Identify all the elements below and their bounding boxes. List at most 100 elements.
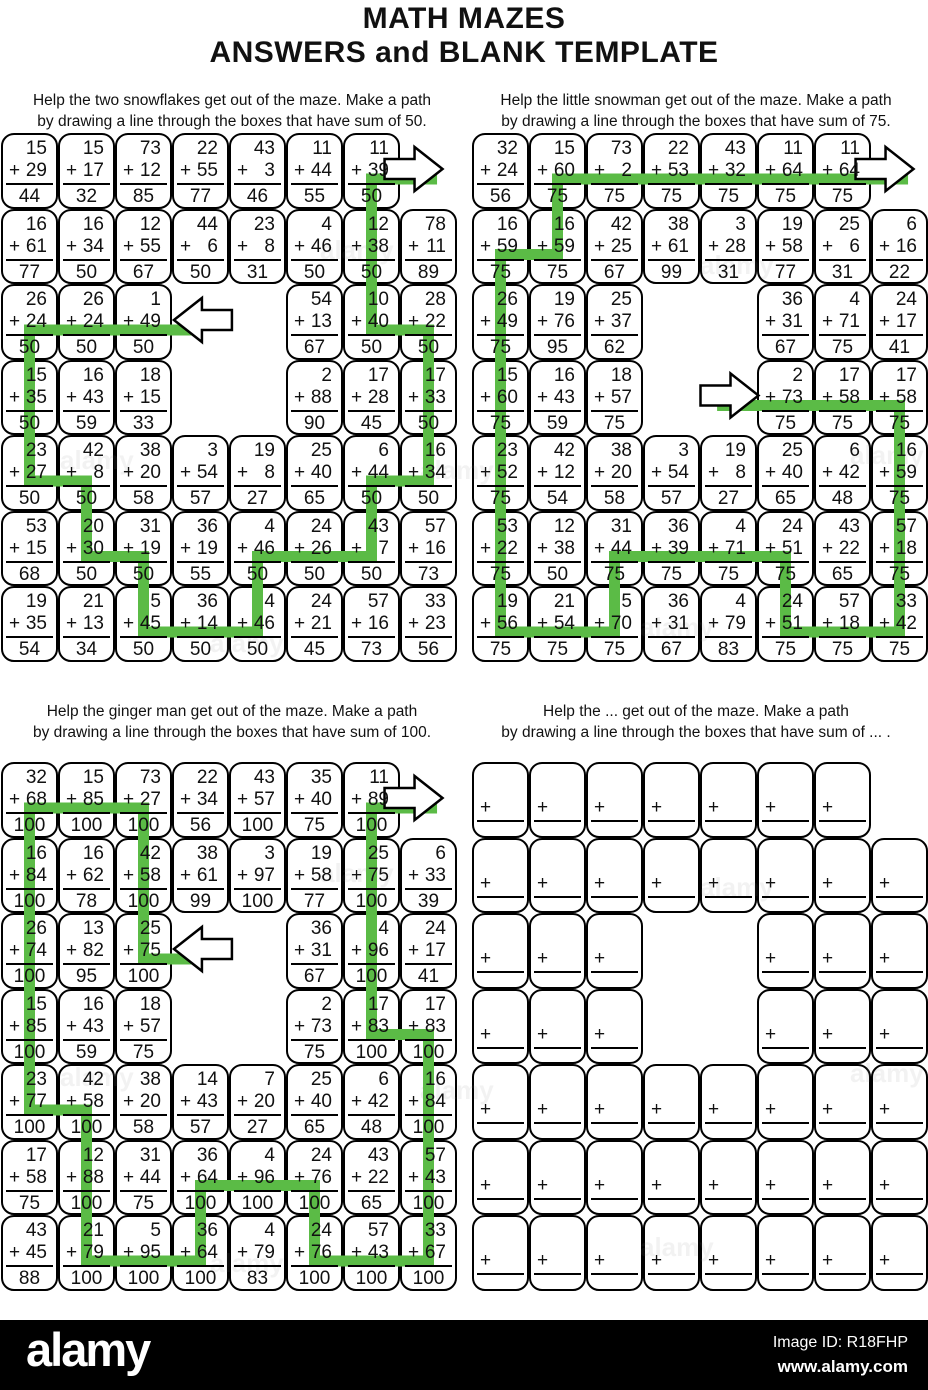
addend-bottom: 54 (553, 613, 575, 634)
maze-cell: 38 +20 58 (115, 1064, 172, 1140)
addend-bottom-row: +88 (60, 1167, 113, 1189)
plus-sign: + (408, 864, 420, 886)
addend-bottom: 42 (367, 1091, 389, 1112)
maze-cell: 31 +44 75 (115, 1139, 172, 1215)
sum-value: 31 (717, 261, 740, 283)
addend-bottom-row: +46 (231, 538, 284, 560)
addend-bottom-row: +44 (588, 538, 641, 560)
addend-bottom-row: +43 (345, 1242, 398, 1264)
addend-bottom: 43 (553, 386, 575, 408)
maze-cell: 16 +61 77 (1, 208, 58, 284)
addend-bottom-row: +61 (645, 236, 698, 258)
maze-cell: 24 +51 75 (757, 586, 814, 662)
maze-cell: 17 +58 75 (871, 359, 928, 435)
addend-top: 57 (424, 515, 446, 537)
addend-top: 17 (367, 364, 389, 386)
plus-sign: + (294, 1015, 306, 1037)
addition-problem: 20 +30 50 (60, 513, 113, 587)
sum-line (534, 1197, 581, 1200)
plus-sign: + (408, 1166, 420, 1188)
sum-line (762, 1046, 809, 1049)
sum-value: 50 (75, 337, 98, 358)
sum-value: 50 (303, 261, 326, 283)
addend-bottom-row: +82 (60, 940, 113, 962)
addition-problem: 36 +64 100 (174, 1217, 227, 1291)
addend-bottom-row: +44 (117, 1167, 170, 1189)
addend-bottom-row: +20 (231, 1091, 284, 1113)
sum-value: 73 (360, 639, 383, 660)
addend-bottom-row: +44 (345, 462, 398, 484)
addition-problem: 16 +62 78 (60, 840, 113, 914)
maze-cell: 17 +33 50 (400, 359, 457, 435)
addition-problem: 6 +33 39 (402, 840, 455, 914)
addend-bottom: 57 (139, 1015, 161, 1037)
addend-top: 42 (82, 440, 104, 461)
sum-value: 65 (303, 1117, 326, 1138)
plus-sign: + (408, 386, 420, 408)
addition-problem: + (816, 797, 869, 822)
maze-cell: 43 +7 50 (343, 510, 400, 586)
addend-top: 57 (424, 1144, 446, 1166)
plus-sign: + (765, 160, 777, 181)
addend-top: 16 (553, 213, 575, 235)
addend-top: 24 (310, 515, 332, 537)
maze-cell: 23 +27 50 (1, 435, 58, 511)
maze-cell: 6 +16 22 (871, 208, 928, 284)
sum-value: 65 (303, 488, 326, 509)
sum-value: 50 (18, 337, 41, 358)
plus-sign: + (879, 537, 891, 559)
addend-bottom-row: +34 (402, 462, 455, 484)
addend-bottom-row: +31 (645, 613, 698, 635)
addition-problem: + (816, 873, 869, 898)
addend-bottom: 61 (667, 235, 689, 257)
addend-bottom-row: +38 (531, 538, 584, 560)
sum-value: 75 (489, 261, 512, 283)
addend-bottom-row: +18 (816, 613, 869, 635)
addition-problem: 15 +85 100 (3, 991, 56, 1065)
maze-cell: + (472, 913, 529, 989)
addend-bottom-row: + (816, 1024, 869, 1046)
sum-value: 48 (360, 1117, 383, 1138)
addend-bottom-row: +20 (588, 462, 641, 484)
caption-line: by drawing a line through the boxes that… (32, 724, 432, 741)
maze-cell: 16 +59 75 (472, 208, 529, 284)
caption-line: by drawing a line through the boxes that… (37, 113, 427, 130)
maze-cell: 2 +88 90 (286, 359, 343, 435)
addend-bottom-row: +71 (816, 311, 869, 333)
addend-bottom-row: +89 (345, 789, 398, 811)
addition-problem: 36 +39 75 (645, 513, 698, 587)
addend-bottom-row: +35 (3, 387, 56, 409)
addend-bottom-row: +42 (345, 1091, 398, 1113)
sum-line (762, 895, 809, 898)
sum-value: 100 (70, 1192, 103, 1214)
addend-bottom-row: +24 (60, 311, 113, 333)
addition-problem: 4 +79 83 (702, 588, 755, 662)
addend-bottom-row: + (873, 1250, 926, 1272)
plus-sign: + (9, 160, 21, 181)
addend-bottom: 58 (82, 1091, 104, 1112)
plus-sign: + (408, 311, 420, 332)
sum-value: 100 (13, 1117, 46, 1138)
maze-cell: 38 +61 99 (643, 208, 700, 284)
sum-value: 75 (831, 337, 854, 358)
maze-caption-blank: Help the ... get out of the maze. Make a… (464, 701, 928, 743)
plus-sign: + (66, 613, 78, 634)
sum-line (819, 1046, 866, 1049)
addition-problem: 38 +61 99 (174, 840, 227, 914)
plus-sign: + (651, 160, 663, 181)
sum-line (819, 1273, 866, 1275)
plus-sign: + (651, 797, 663, 818)
addend-bottom: 84 (25, 864, 47, 886)
addend-bottom: 16 (895, 235, 917, 257)
plus-sign: + (180, 789, 192, 810)
caption-line: Help the ginger man get out of the maze.… (46, 703, 418, 720)
addition-problem: 15 +17 32 (60, 135, 113, 209)
addend-bottom: 51 (781, 537, 803, 559)
plus-sign: + (765, 613, 777, 634)
maze-cell: 16 +43 59 (58, 359, 115, 435)
maze-cell: 21 +79 100 (58, 1215, 115, 1291)
addend-bottom-row: + (759, 797, 812, 819)
maze-cell: + (871, 1064, 928, 1140)
addition-problem: + (816, 1175, 869, 1200)
addend-top: 21 (553, 591, 575, 612)
